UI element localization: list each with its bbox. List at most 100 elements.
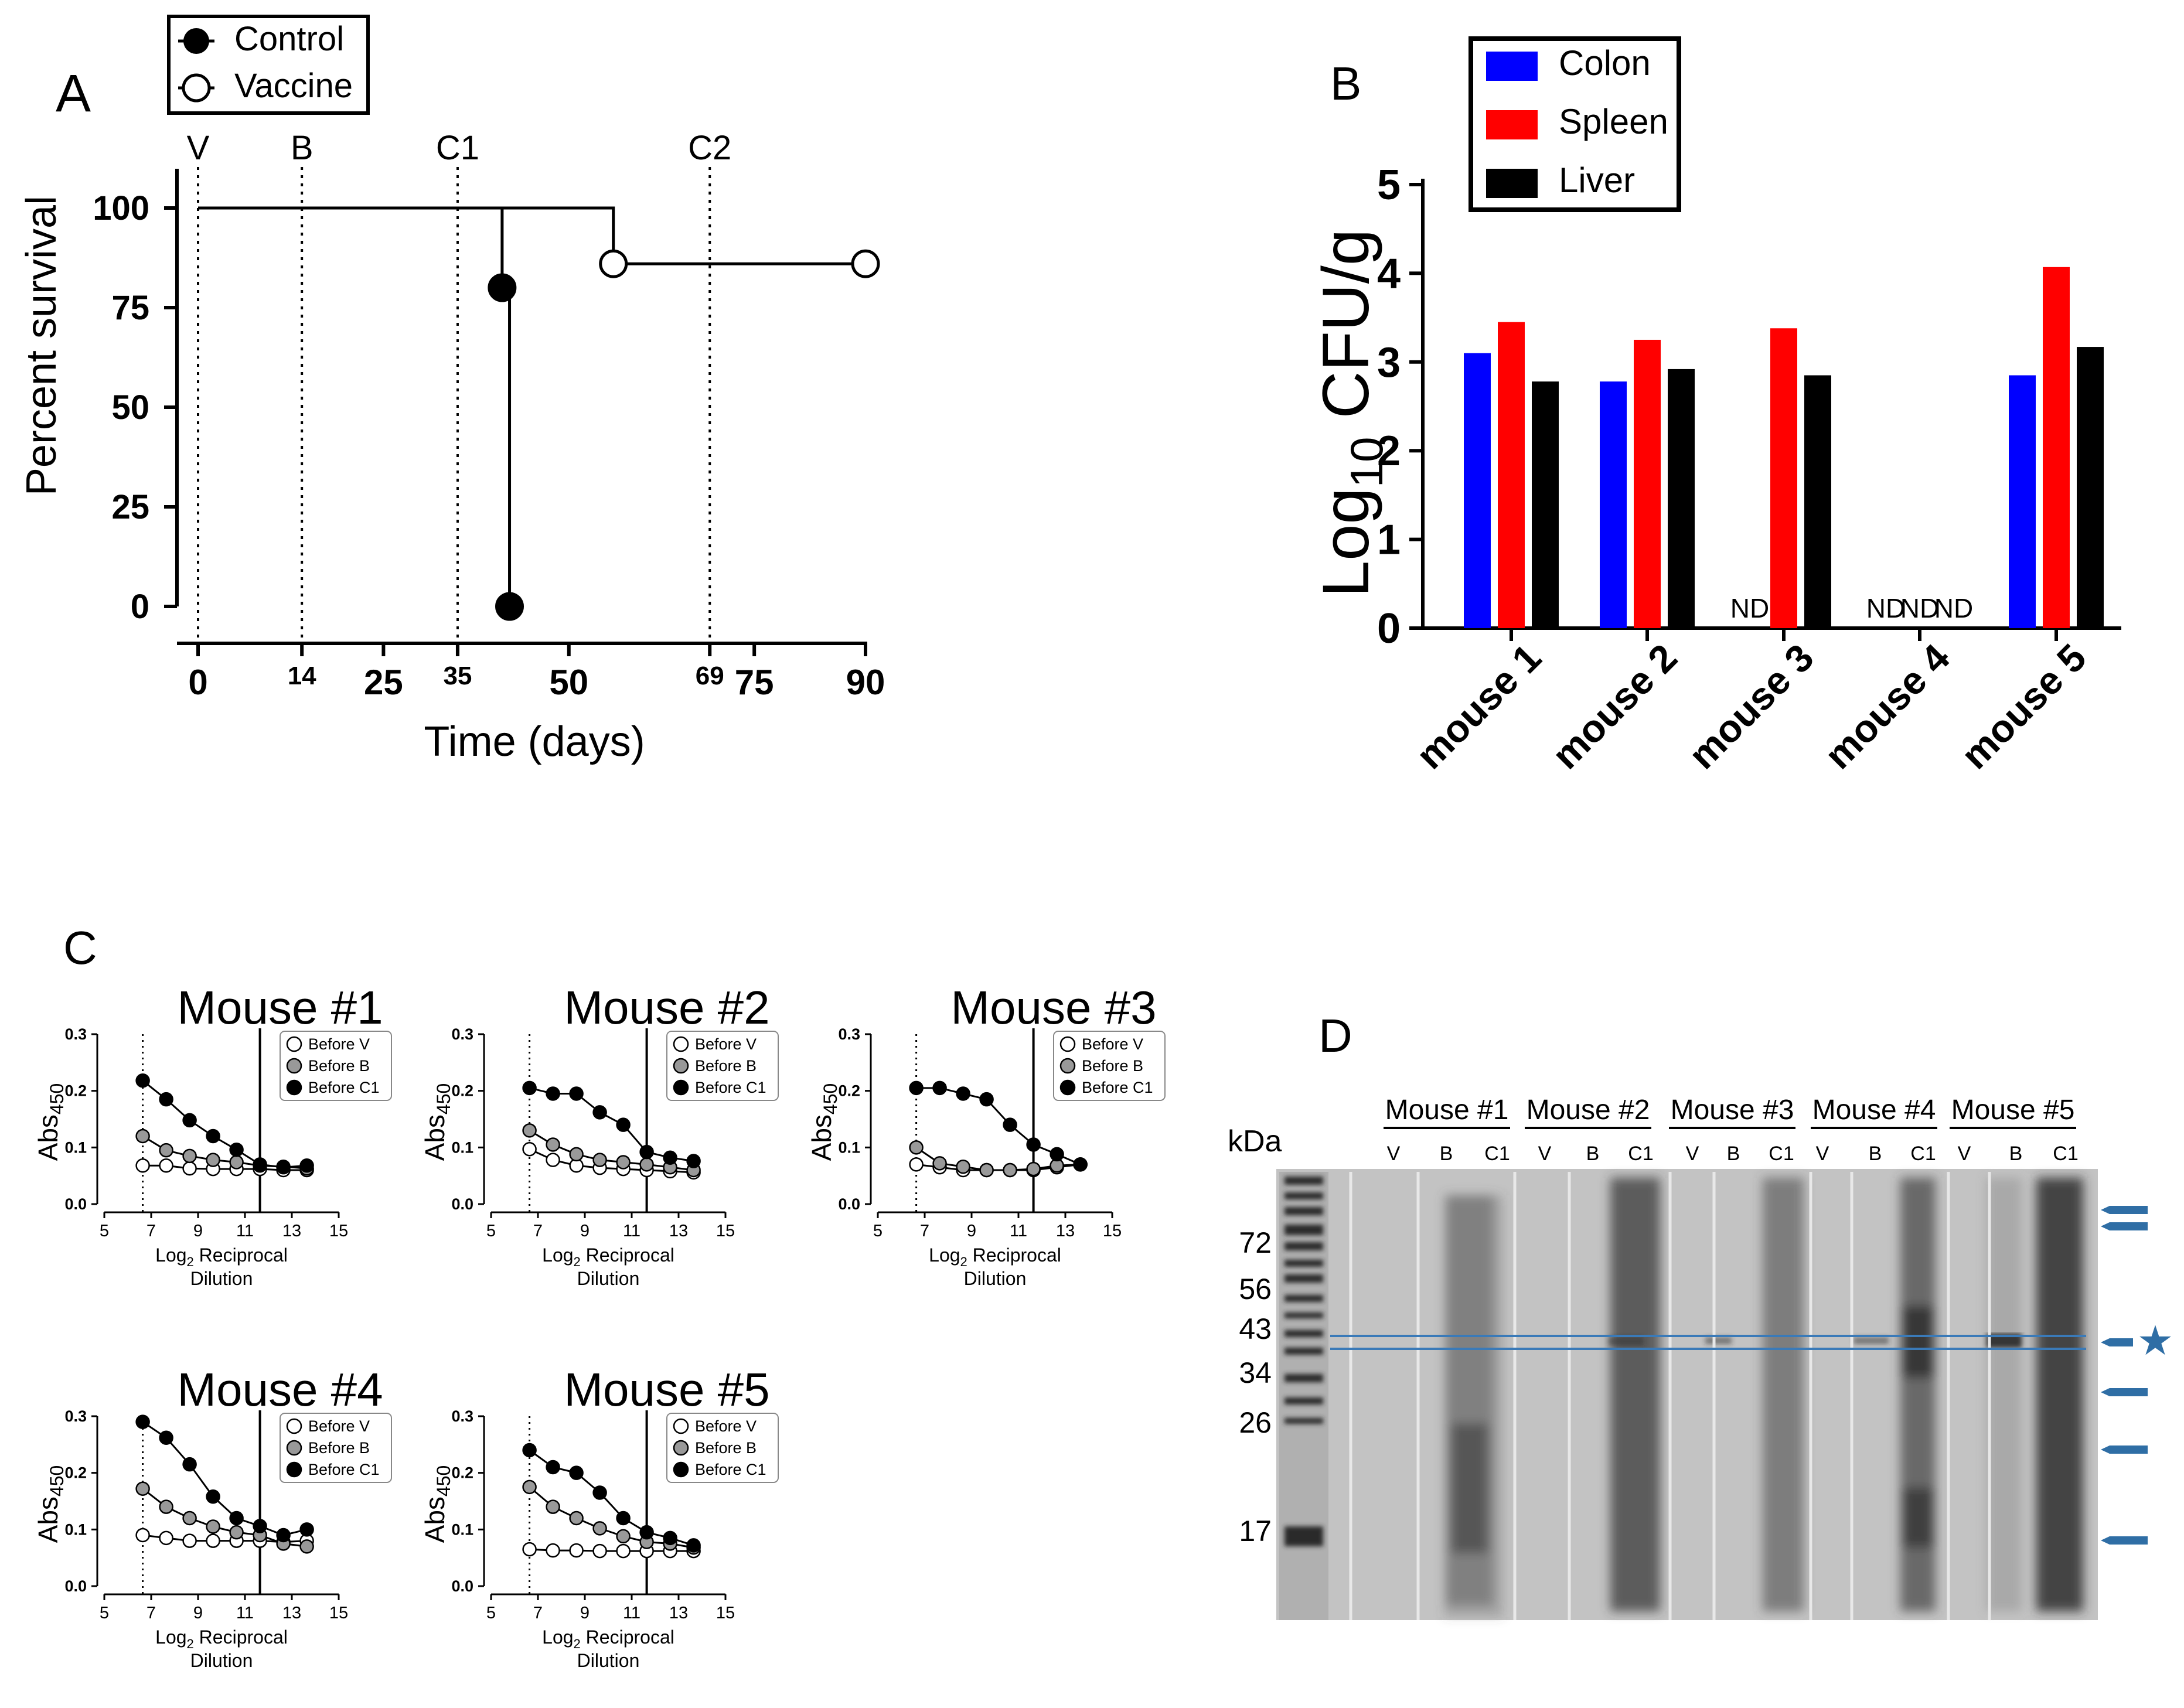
series-marker-c (182, 1511, 197, 1526)
category-label-b: mouse 1 (1408, 636, 1549, 778)
series-marker-c (159, 1158, 173, 1173)
series-marker-c (956, 1086, 970, 1101)
x-label-c-sub: 2 (574, 1254, 581, 1269)
legend-label-c: Before V (695, 1035, 757, 1053)
lane-label: V (1958, 1143, 1971, 1165)
series-marker-c (1073, 1157, 1088, 1172)
x-tick-label-c: 15 (716, 1222, 735, 1240)
legend-label-c: Before V (695, 1417, 757, 1435)
y-axis-label-b: Log10 CFU/g (1309, 229, 1392, 597)
y-tick-label-a: 75 (111, 289, 149, 327)
lane-label: V (1686, 1143, 1699, 1165)
series-marker-c (135, 1481, 150, 1496)
series-marker-c (686, 1538, 701, 1553)
legend-marker-c (1059, 1079, 1076, 1096)
y-tick-label-c: 0.0 (64, 1195, 87, 1213)
y-tick-label-c: 0.0 (451, 1577, 473, 1595)
series-marker-c (569, 1147, 584, 1162)
y-axis-label-c: Abs450 (33, 1465, 67, 1543)
marker-vaccine (599, 249, 628, 278)
series-marker-c (299, 1158, 314, 1173)
mouse-group-label: Mouse #5 (1951, 1095, 2075, 1126)
x-tick-label-c: 5 (100, 1222, 109, 1240)
y-tick-label-b: 5 (1377, 162, 1401, 209)
kda-marker-label: 56 (1239, 1273, 1272, 1305)
category-label-b: mouse 4 (1816, 635, 1958, 777)
category-label-b: mouse 3 (1680, 636, 1822, 778)
event-label-a: V (187, 129, 210, 167)
mouse-group-label: Mouse #3 (1671, 1095, 1794, 1126)
nd-label: ND (1730, 593, 1769, 623)
series-marker-c (159, 1092, 173, 1107)
kda-label: kDa (1228, 1124, 1282, 1158)
series-marker-c (546, 1153, 560, 1167)
elisa-subplot: Mouse #2 0.0 0.1 0.2 0.3 5 7 9 11 13 15 Abs450 Log2 … (420, 981, 779, 1289)
legend-swatch-colon (1486, 52, 1538, 81)
x-tick-label-c: 5 (486, 1222, 496, 1240)
lane-label: V (1816, 1143, 1829, 1165)
y-tick-label-a: 100 (93, 189, 149, 227)
panel-d-western-blot: D kDa (1228, 1010, 2173, 1620)
x-tick-label-c: 11 (623, 1604, 640, 1622)
series-marker-c (159, 1530, 173, 1546)
nd-label: ND (1866, 593, 1905, 623)
series-marker-c (569, 1086, 584, 1101)
legend-a: Control Vaccine (167, 15, 370, 115)
arrow-icon (2101, 1536, 2148, 1545)
series-marker-c (299, 1539, 314, 1554)
kda-marker-label: 17 (1239, 1515, 1272, 1547)
series-marker-c (182, 1533, 197, 1548)
series-marker-c (639, 1144, 654, 1160)
y-tick-label-c: 0.1 (451, 1138, 473, 1156)
x-tick-label-c: 7 (533, 1222, 543, 1240)
lane-label: B (1586, 1143, 1600, 1165)
bar-liver (1532, 381, 1559, 628)
y-tick-label-c: 0.0 (451, 1195, 473, 1213)
legend-marker-c (1059, 1058, 1076, 1074)
x-axis-label-c: Log2 Reciprocal (542, 1627, 674, 1651)
y-label-b-main: Log (1309, 487, 1382, 597)
series-marker-c (909, 1140, 924, 1155)
panel-a-survival-chart: A Control Vaccine 0 25 50 75 100 0 14 25 35 50 69 7… (18, 15, 885, 765)
y-tick-label-a: 25 (111, 488, 149, 526)
x-tick-label-c: 7 (146, 1604, 156, 1622)
star-icon: ★ (2137, 1318, 2174, 1363)
y-tick-label-c: 0.3 (838, 1025, 860, 1043)
kda-marker-label: 72 (1239, 1226, 1272, 1259)
mouse-group-label: Mouse #1 (1385, 1095, 1509, 1126)
x-label-c-rest: Reciprocal (581, 1627, 674, 1648)
lane-label: B (1727, 1143, 1740, 1165)
series-marker-c (135, 1158, 150, 1173)
bar-spleen (1634, 339, 1661, 628)
series-marker-c (546, 1460, 560, 1475)
series-marker-c (592, 1485, 607, 1500)
x-tick-label-c: 11 (1010, 1222, 1027, 1240)
y-tick-label-a: 50 (111, 388, 149, 427)
bar-spleen (2043, 267, 2070, 628)
y-tick-label-c: 0.2 (451, 1082, 473, 1100)
x-axis-label-c: Log2 Reciprocal (542, 1245, 674, 1269)
kda-marker-label: 26 (1239, 1406, 1272, 1439)
event-label-a: C2 (688, 129, 731, 167)
x-tick-label-a: 35 (443, 662, 472, 690)
x-label-c-main: Log (542, 1627, 573, 1648)
legend-label-c: Before V (308, 1417, 370, 1435)
series-marker-c (1003, 1162, 1017, 1178)
legend-c (1053, 1031, 1166, 1101)
panel-letter-c: C (63, 922, 97, 974)
legend-colon-label: Colon (1559, 43, 1651, 83)
nd-label: ND (1900, 593, 1939, 623)
legend-label-c: Before C1 (695, 1461, 766, 1478)
y-axis-label-a: Percent survival (18, 196, 65, 496)
lane-label: V (1387, 1143, 1401, 1165)
legend-spleen-label: Spleen (1559, 102, 1668, 141)
bar-spleen (1770, 328, 1797, 628)
x-tick-label-c: 15 (329, 1222, 348, 1240)
y-tick-label-c: 0.2 (64, 1082, 87, 1100)
series-marker-c (182, 1148, 197, 1164)
bar-colon (1600, 381, 1627, 628)
series-marker-c (1050, 1147, 1064, 1162)
y-axis-label-c: Abs450 (420, 1083, 454, 1161)
mouse-group-label: Mouse #4 (1812, 1095, 1936, 1126)
series-marker-c (616, 1511, 631, 1526)
